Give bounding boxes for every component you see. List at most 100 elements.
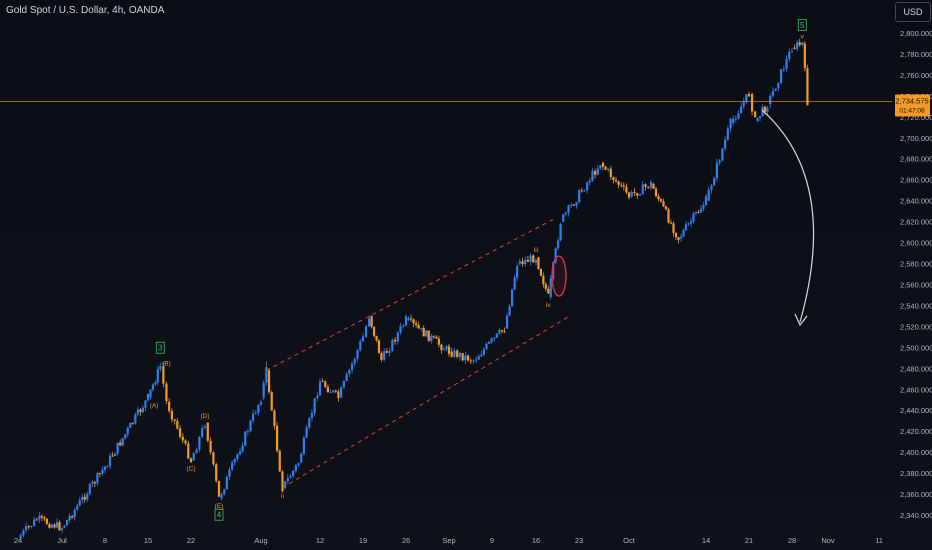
candle-body bbox=[674, 232, 678, 238]
candle-body bbox=[638, 194, 642, 196]
candle-body bbox=[368, 318, 371, 327]
candle-body bbox=[96, 473, 99, 484]
candle-body bbox=[583, 190, 586, 192]
candle-body bbox=[40, 515, 43, 518]
candle-body bbox=[262, 382, 265, 398]
highlight-ellipse bbox=[551, 255, 567, 297]
candle-body bbox=[667, 209, 670, 223]
candle-body bbox=[377, 340, 381, 354]
candle-body bbox=[649, 181, 653, 188]
candle-body bbox=[430, 336, 433, 342]
candle-body bbox=[737, 113, 740, 119]
candle-body bbox=[415, 323, 418, 326]
candle-body bbox=[353, 358, 356, 364]
candle-body bbox=[664, 206, 668, 210]
candle-body bbox=[212, 452, 215, 465]
candle-body bbox=[187, 443, 190, 459]
candle-body bbox=[420, 327, 423, 329]
x-axis-tick-label: 9 bbox=[490, 536, 494, 545]
candle-body bbox=[81, 496, 84, 501]
candle-body bbox=[300, 453, 303, 463]
candle-body bbox=[121, 438, 124, 446]
y-axis-tick-label: 2,700.000 bbox=[900, 134, 932, 143]
candle-body bbox=[604, 166, 607, 170]
candle-body bbox=[526, 259, 530, 262]
y-axis-tick-label: 2,560.000 bbox=[900, 280, 932, 289]
candle-body bbox=[198, 436, 201, 450]
candle-body bbox=[554, 248, 557, 263]
currency-button[interactable]: USD bbox=[895, 2, 931, 22]
candle-body bbox=[350, 363, 354, 370]
candle-body bbox=[521, 261, 524, 264]
candle-body bbox=[206, 422, 209, 441]
candle-body bbox=[467, 355, 470, 361]
candle-body bbox=[627, 192, 631, 198]
candle-body bbox=[559, 223, 562, 241]
wave-label-sub: iv bbox=[546, 302, 551, 309]
candle-body bbox=[672, 223, 675, 233]
candle-body bbox=[453, 350, 456, 357]
candle-body bbox=[734, 118, 737, 120]
candle-body bbox=[141, 407, 145, 412]
y-axis-tick-label: 2,540.000 bbox=[900, 301, 932, 310]
candle-body bbox=[88, 483, 91, 495]
x-axis-tick-label: 12 bbox=[316, 536, 324, 545]
candle-body bbox=[747, 94, 751, 97]
candle-body bbox=[201, 427, 204, 437]
candle-body bbox=[771, 91, 774, 96]
candle-body bbox=[257, 404, 260, 413]
candle-body bbox=[539, 268, 543, 276]
candle-body bbox=[654, 188, 658, 197]
candle-body bbox=[189, 458, 193, 463]
candle-body bbox=[275, 425, 279, 451]
candle-body bbox=[622, 185, 625, 187]
candle-body bbox=[659, 199, 663, 202]
candle-body bbox=[265, 367, 268, 383]
candle-body bbox=[332, 390, 335, 393]
candle-body bbox=[687, 223, 690, 225]
candle-body bbox=[168, 401, 171, 411]
x-axis-tick-label: 24 bbox=[14, 536, 22, 545]
candle-body bbox=[518, 261, 521, 264]
wave-marker-box bbox=[797, 19, 807, 31]
candle-body bbox=[652, 183, 655, 189]
candle-body bbox=[575, 202, 578, 206]
candle-body bbox=[617, 181, 620, 185]
candle-body bbox=[427, 330, 430, 342]
candle-body bbox=[297, 463, 300, 466]
candle-body bbox=[101, 469, 104, 474]
candle-body bbox=[289, 476, 292, 478]
candle-body bbox=[472, 360, 475, 362]
candle-body bbox=[442, 349, 446, 351]
candle-body bbox=[217, 480, 221, 497]
candle-body bbox=[440, 344, 443, 351]
candle-body bbox=[803, 43, 806, 69]
candle-body bbox=[586, 182, 589, 191]
candle-body bbox=[58, 522, 61, 531]
candle-body bbox=[111, 455, 114, 457]
x-axis-tick-label: Oct bbox=[623, 536, 636, 545]
y-axis-tick-label: 2,600.000 bbox=[900, 239, 932, 248]
wave-marker-box bbox=[155, 341, 165, 354]
candle-body bbox=[549, 278, 552, 298]
candle-body bbox=[203, 426, 207, 428]
candle-body bbox=[356, 350, 359, 359]
candle-body bbox=[404, 316, 408, 326]
candle-body bbox=[578, 190, 581, 203]
x-axis-tick-label: 28 bbox=[788, 536, 796, 545]
candle-body bbox=[490, 338, 493, 342]
candle-body bbox=[766, 107, 769, 112]
candle-body bbox=[669, 222, 673, 224]
candle-body bbox=[806, 68, 809, 106]
candle-body bbox=[544, 284, 547, 289]
candle-body bbox=[273, 410, 276, 426]
x-axis-tick-label: Sep bbox=[442, 536, 455, 545]
candle-body bbox=[316, 395, 319, 399]
candle-body bbox=[254, 412, 257, 414]
candle-body bbox=[372, 326, 376, 336]
candle-body bbox=[53, 524, 56, 528]
candle-body bbox=[644, 184, 647, 187]
candle-body bbox=[399, 325, 402, 333]
